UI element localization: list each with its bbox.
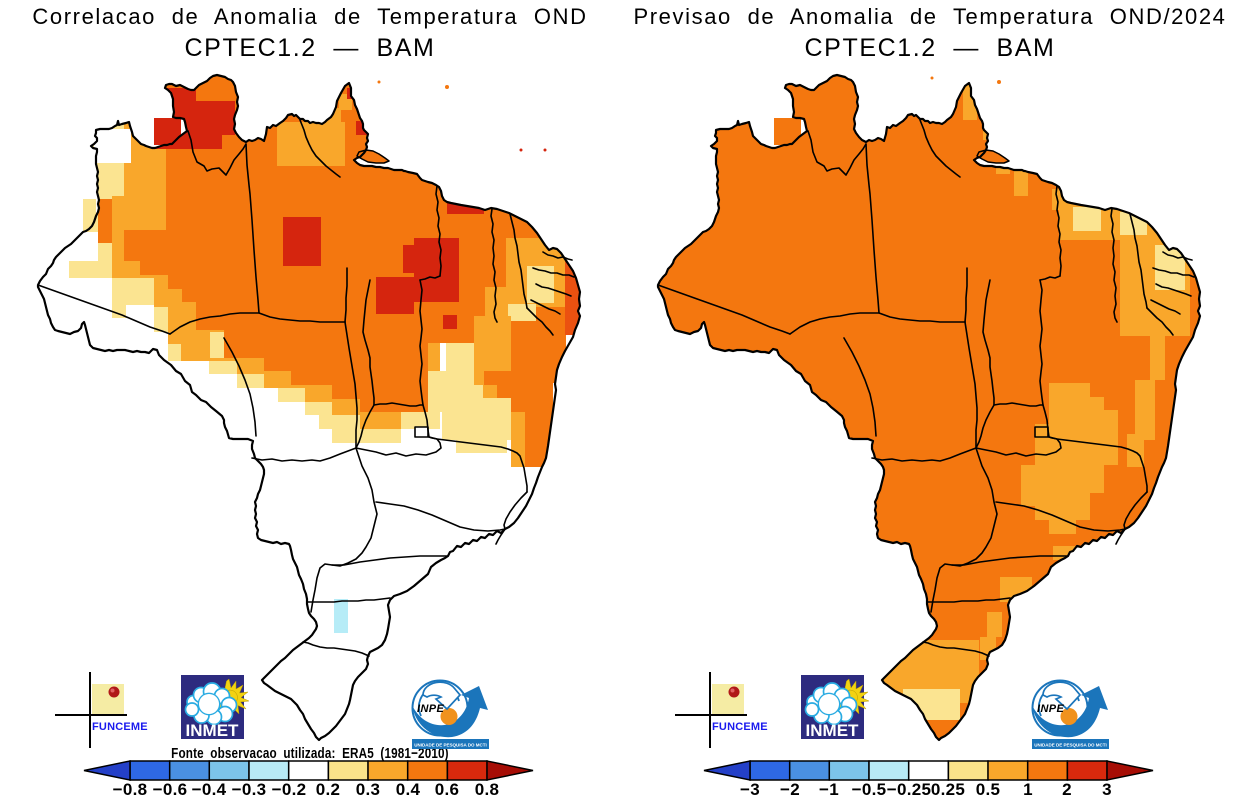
svg-text:2: 2 bbox=[1062, 780, 1072, 799]
svg-text:−0.8: −0.8 bbox=[113, 780, 148, 799]
svg-text:−0.4: −0.4 bbox=[192, 780, 227, 799]
svg-text:0.5: 0.5 bbox=[976, 780, 1001, 799]
svg-text:0.4: 0.4 bbox=[396, 780, 421, 799]
svg-text:0.6: 0.6 bbox=[435, 780, 460, 799]
svg-text:UNIDADE DE PESQUISA DO MCTI: UNIDADE DE PESQUISA DO MCTI bbox=[1034, 743, 1107, 748]
svg-text:UNIDADE DE PESQUISA DO MCTI: UNIDADE DE PESQUISA DO MCTI bbox=[414, 743, 487, 748]
svg-text:INMET: INMET bbox=[186, 721, 240, 740]
svg-text:FUNCEME: FUNCEME bbox=[712, 721, 768, 733]
svg-text:0.25: 0.25 bbox=[931, 780, 965, 799]
svg-text:0.2: 0.2 bbox=[316, 780, 341, 799]
svg-text:INPE: INPE bbox=[1037, 703, 1065, 715]
svg-text:−0.5: −0.5 bbox=[852, 780, 887, 799]
svg-text:−3: −3 bbox=[740, 780, 760, 799]
svg-text:INPE: INPE bbox=[417, 703, 445, 715]
svg-text:3: 3 bbox=[1102, 780, 1112, 799]
svg-text:−0.3: −0.3 bbox=[232, 780, 267, 799]
svg-text:−2: −2 bbox=[780, 780, 800, 799]
svg-text:Fonte observacao utilizada: ER: Fonte observacao utilizada: ERA5 (1981−2… bbox=[171, 745, 449, 762]
svg-text:−1: −1 bbox=[819, 780, 839, 799]
svg-text:−0.6: −0.6 bbox=[153, 780, 188, 799]
svg-text:0.8: 0.8 bbox=[475, 780, 500, 799]
svg-text:0.3: 0.3 bbox=[356, 780, 381, 799]
svg-text:−0.2: −0.2 bbox=[272, 780, 307, 799]
svg-text:INMET: INMET bbox=[806, 721, 860, 740]
svg-text:1: 1 bbox=[1023, 780, 1033, 799]
svg-text:−0.25: −0.25 bbox=[887, 780, 932, 799]
svg-text:FUNCEME: FUNCEME bbox=[92, 721, 148, 733]
